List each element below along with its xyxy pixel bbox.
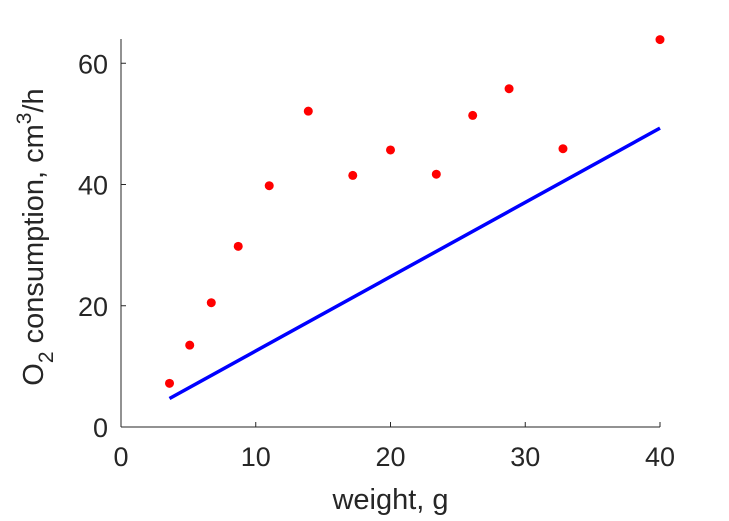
data-point xyxy=(233,241,243,251)
y-axis-label-part: 2 xyxy=(35,351,58,363)
y-axis-label-part: 3 xyxy=(13,112,36,124)
y-axis-label-part: consumption, cm xyxy=(18,124,50,351)
data-point xyxy=(655,35,665,45)
x-tick-label: 30 xyxy=(510,442,540,472)
data-point xyxy=(185,340,195,350)
x-axis-label: weight, g xyxy=(331,484,448,516)
data-point xyxy=(468,110,478,120)
x-tick-label: 0 xyxy=(113,442,128,472)
y-tick-label: 0 xyxy=(93,413,108,443)
y-tick-label: 20 xyxy=(78,292,108,322)
y-axis-label-part: /h xyxy=(18,88,50,112)
y-axis-label-part: O xyxy=(18,363,50,386)
data-point xyxy=(348,170,358,180)
data-point xyxy=(431,169,441,179)
ticks: 0 10 20 30 40 0 20 40 60 xyxy=(78,49,675,472)
x-tick-label: 10 xyxy=(241,442,271,472)
data-point xyxy=(264,181,274,191)
data-marks xyxy=(165,35,665,401)
data-point xyxy=(386,145,395,155)
data-point xyxy=(206,298,216,308)
y-tick-label: 40 xyxy=(78,171,108,201)
data-point xyxy=(165,378,175,388)
data-point xyxy=(303,106,313,116)
y-axis-label: O2 consumption, cm3/h xyxy=(13,88,58,385)
axes xyxy=(120,39,660,428)
fit-line xyxy=(168,126,661,401)
x-tick-label: 40 xyxy=(645,442,675,472)
x-tick-label: 20 xyxy=(375,442,405,472)
y-tick-label: 60 xyxy=(78,49,108,79)
data-point xyxy=(504,84,514,94)
data-point xyxy=(558,144,568,154)
